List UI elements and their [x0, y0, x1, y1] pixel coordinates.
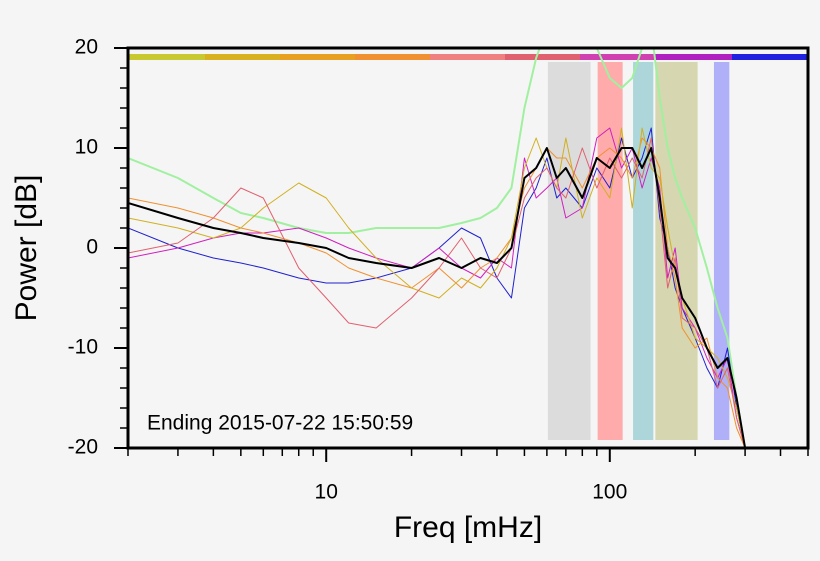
y-axis-label: Power [dB] — [10, 175, 43, 322]
series-line — [128, 48, 747, 448]
y-tick-label: 20 — [75, 36, 98, 59]
band — [655, 62, 698, 440]
x-axis-label: Freq [mHz] — [394, 511, 542, 544]
band — [633, 62, 654, 440]
band — [597, 62, 623, 440]
series-line — [128, 147, 747, 448]
band — [713, 62, 730, 440]
y-tick-label: -10 — [68, 336, 98, 359]
x-tick-label: 100 — [592, 481, 627, 504]
y-tick-label: 10 — [75, 136, 98, 159]
series-line — [128, 137, 746, 448]
y-tick-label: -20 — [68, 436, 98, 459]
x-tick-label: 10 — [315, 481, 338, 504]
band — [547, 62, 591, 440]
annotation: Ending 2015-07-22 15:50:59 — [147, 412, 413, 435]
y-tick-label: 0 — [86, 236, 98, 259]
series-line — [128, 137, 746, 448]
color-strip — [129, 54, 807, 60]
